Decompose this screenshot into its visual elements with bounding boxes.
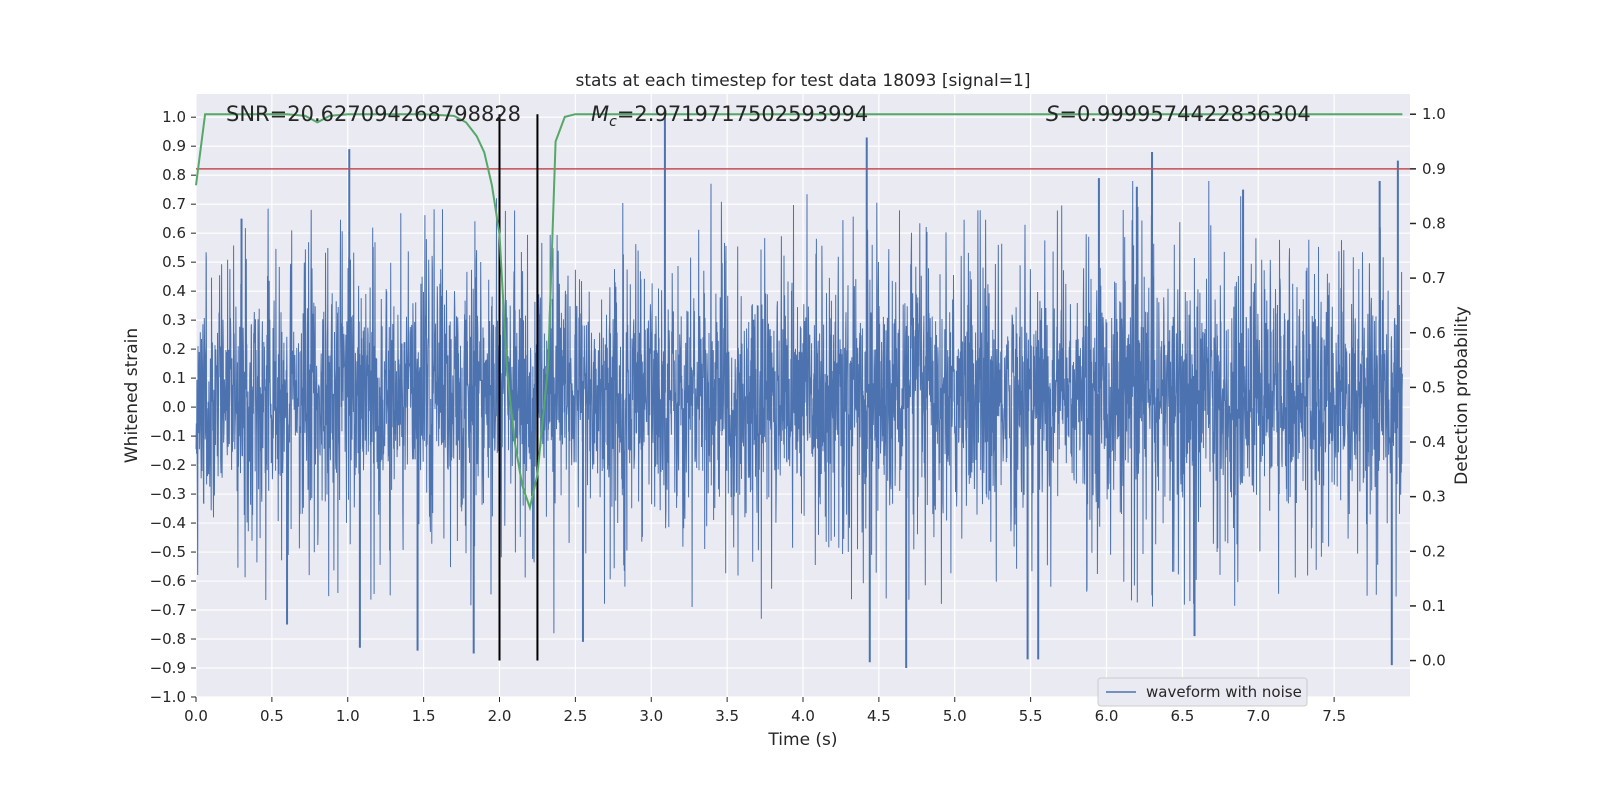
x-axis-label: Time (s) bbox=[767, 730, 837, 750]
mc-symbol: M bbox=[591, 102, 609, 126]
y2-tick-label: 0.2 bbox=[1422, 542, 1446, 560]
y-tick-label: −0.8 bbox=[150, 630, 186, 648]
y-tick-label: −0.3 bbox=[150, 485, 186, 503]
y-tick-label: 0.5 bbox=[162, 253, 186, 271]
y2-tick-label: 0.0 bbox=[1422, 652, 1446, 670]
s-value: =0.9999574422836304 bbox=[1059, 102, 1310, 126]
y2-axis-label: Detection probability bbox=[1452, 306, 1472, 485]
y-tick-label: 0.7 bbox=[162, 195, 186, 213]
y2-tick-label: 1.0 bbox=[1422, 105, 1446, 123]
y-axis-label: Whitened strain bbox=[122, 328, 142, 463]
y-axis-left: −1.0 −0.9 −0.8 −0.7 −0.6 −0.5 −0.4 −0.3 −0.2 −0.1… bbox=[150, 108, 196, 706]
y-tick-label: −1.0 bbox=[150, 688, 186, 706]
legend-label: waveform with noise bbox=[1146, 683, 1302, 701]
x-tick-label: 7.5 bbox=[1322, 707, 1346, 725]
legend: waveform with noise bbox=[1097, 677, 1308, 707]
annotation-score: S=0.9999574422836304 bbox=[1046, 102, 1311, 126]
y-tick-label: −0.1 bbox=[150, 427, 186, 445]
mc-value: =2.9719717502593994 bbox=[617, 102, 868, 126]
series-detection-probability bbox=[195, 113, 1403, 512]
legend-box bbox=[1097, 677, 1308, 707]
y-tick-label: 1.0 bbox=[162, 108, 186, 126]
y2-tick-label: 0.1 bbox=[1422, 597, 1446, 615]
x-tick-label: 2.5 bbox=[563, 707, 587, 725]
x-axis: 0.0 0.5 1.0 1.5 2.0 2.5 3.0 3.5 4.0 4.5 5.0 5.5 6.0 6… bbox=[184, 697, 1346, 725]
y-axis-right: 0.0 0.1 0.2 0.3 0.4 0.5 0.6 0.7 0.8 0.9 1.0 bbox=[1410, 105, 1446, 670]
x-tick-label: 0.0 bbox=[184, 707, 208, 725]
y-tick-label: 0.8 bbox=[162, 166, 186, 184]
x-tick-label: 5.0 bbox=[943, 707, 967, 725]
y-tick-label: 0.6 bbox=[162, 224, 186, 242]
y2-tick-label: 0.7 bbox=[1422, 269, 1446, 287]
y2-tick-label: 0.6 bbox=[1422, 324, 1446, 342]
mc-subscript: c bbox=[609, 114, 617, 130]
x-tick-label: 0.5 bbox=[260, 707, 284, 725]
s-symbol: S bbox=[1046, 102, 1059, 126]
y2-tick-label: 0.5 bbox=[1422, 378, 1446, 396]
y-tick-label: 0.0 bbox=[162, 398, 186, 416]
y-tick-label: −0.6 bbox=[150, 572, 186, 590]
vertical-markers bbox=[498, 114, 539, 661]
y2-tick-label: 0.4 bbox=[1422, 433, 1446, 451]
y-tick-label: 0.1 bbox=[162, 369, 186, 387]
x-tick-label: 1.0 bbox=[336, 707, 360, 725]
chart-title: stats at each timestep for test data 180… bbox=[576, 71, 1031, 91]
y2-tick-label: 0.9 bbox=[1422, 160, 1446, 178]
x-tick-label: 6.5 bbox=[1170, 707, 1194, 725]
x-tick-label: 4.0 bbox=[791, 707, 815, 725]
x-tick-label: 3.5 bbox=[715, 707, 739, 725]
y2-tick-label: 0.8 bbox=[1422, 214, 1446, 232]
series-waveform-with-noise bbox=[195, 180, 1403, 634]
x-tick-label: 6.0 bbox=[1095, 707, 1119, 725]
x-tick-label: 4.5 bbox=[867, 707, 891, 725]
y-tick-label: 0.4 bbox=[162, 282, 186, 300]
y-tick-label: 0.3 bbox=[162, 311, 186, 329]
y-tick-label: −0.9 bbox=[150, 659, 186, 677]
y-tick-label: −0.5 bbox=[150, 543, 186, 561]
x-tick-label: 5.5 bbox=[1019, 707, 1043, 725]
x-tick-label: 3.0 bbox=[639, 707, 663, 725]
x-tick-label: 2.0 bbox=[488, 707, 512, 725]
y2-tick-label: 0.3 bbox=[1422, 488, 1446, 506]
y-tick-label: −0.7 bbox=[150, 601, 186, 619]
x-tick-label: 1.5 bbox=[412, 707, 436, 725]
annotation-snr: SNR=20.627094268798828 bbox=[226, 102, 521, 126]
x-tick-label: 7.0 bbox=[1246, 707, 1270, 725]
waveform-peaks bbox=[240, 117, 1399, 669]
y-tick-label: 0.9 bbox=[162, 137, 186, 155]
y-tick-label: −0.2 bbox=[150, 456, 186, 474]
y-tick-label: −0.4 bbox=[150, 514, 186, 532]
annotation-chirp-mass: Mc=2.9719717502593994 bbox=[591, 102, 868, 130]
y-tick-label: 0.2 bbox=[162, 340, 186, 358]
